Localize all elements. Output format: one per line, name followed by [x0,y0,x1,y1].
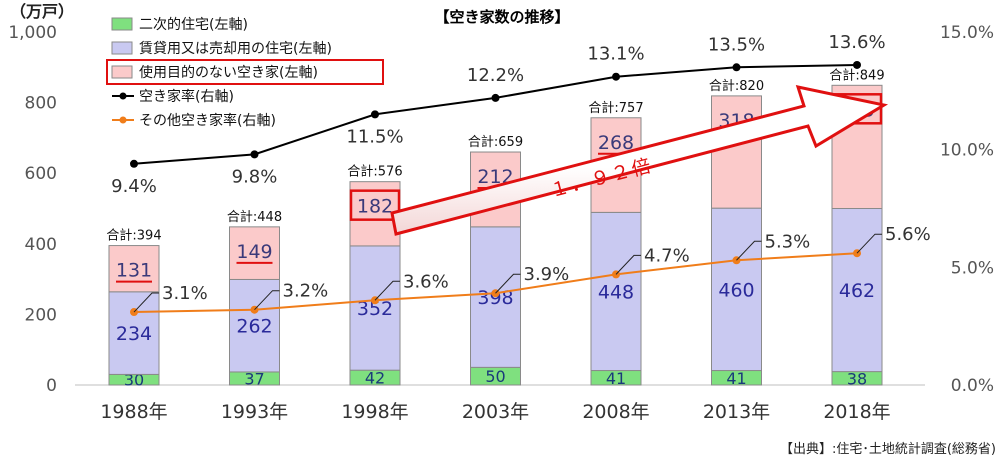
bar-value-label: 30 [124,371,144,390]
x-tick-label: 2008年 [582,401,649,423]
bar-segment [108,291,160,375]
x-tick-label: 2018年 [823,401,890,423]
legend-marker [119,92,127,100]
legend-highlight-box [106,59,384,85]
bar-value-label: 462 [839,280,875,302]
bar-value-label: 38 [847,369,867,388]
bar-total-label: 合計:820 [709,78,764,94]
x-tick-label: 1993年 [221,401,288,423]
bar-total-label: 合計:757 [588,100,643,116]
lines: 9.4% 9.8% 11.5% 12.2% 13.1% 13.5% 13.6% 3.1% 3.2… [111,32,931,317]
y-axis-ticks: 0 200 400 600 800 1,000 [8,23,57,396]
rate-label: 12.2% [467,65,524,86]
y2-tick-label: 0.0% [951,376,994,396]
bar-value-label: 41 [726,369,746,388]
x-tick-label: 2013年 [703,401,770,423]
series-marker [371,110,379,119]
bar-value-label: 37 [244,369,264,388]
rate-leader-line [495,273,521,294]
rate-label: 13.1% [587,44,644,65]
rate-leader-line [736,240,762,261]
rate-label: 4.7% [644,245,690,266]
y-tick-label: 200 [25,305,57,325]
y-tick-label: 600 [25,164,57,184]
legend-label: 使用目的のない空き家(左軸) [139,64,318,81]
bar-value-label: 131 [116,260,152,282]
bar-total-label: 合計:394 [106,228,161,244]
bar-value-label: 448 [598,281,634,303]
rate-label: 11.5% [346,126,403,147]
bar-segment [229,226,280,280]
bar-segment [590,211,642,372]
rate-label: 13.6% [828,32,885,53]
x-tick-label: 1988年 [100,401,167,423]
legend-swatch [111,41,133,55]
bar-value-label: 41 [606,369,626,388]
rate-leader-line [133,292,159,313]
x-tick-label: 2003年 [462,401,529,423]
legend-label: 二次的住宅(左軸) [139,17,248,33]
rate-label: 3.1% [162,283,208,304]
source-note: 【出典】:住宅･土地統計調査(総務省) [780,441,996,457]
bar-value-label: 182 [357,196,393,218]
bar-total-label: 合計:448 [227,209,282,225]
legend-label: その他空き家率(右軸) [139,112,276,129]
chart-title: 【空き家数の推移】 [434,8,569,26]
bar-value-label: 460 [718,279,754,301]
y2-tick-label: 15.0% [940,23,994,43]
bar-segment [108,245,160,293]
x-axis-ticks: 1988年 1993年 1998年 2003年 2008年 2013年 2018年 [100,401,890,423]
bar-value-label: 234 [116,323,152,345]
y-tick-label: 0 [46,376,57,396]
growth-arrow-shape [390,85,889,236]
legend-swatch [111,17,133,31]
y2-axis-ticks: 0.0% 5.0% 10.0% 15.0% [940,23,994,396]
bar-total-label: 合計:849 [829,67,884,83]
y-tick-label: 800 [25,94,57,114]
y-axis-unit: （万戸） [10,2,74,21]
bar-segment [711,95,762,209]
series-marker [250,150,259,159]
series-marker [130,159,138,168]
rate-leader-line [856,233,882,254]
bar-value-label: 352 [357,298,393,320]
rate-label: 3.6% [403,271,449,292]
legend-label: 賃貸用又は売却用の住宅(左軸) [139,41,332,57]
rate-label: 9.4% [111,176,157,197]
y-tick-label: 1,000 [8,23,57,43]
legend: 二次的住宅(左軸) 賃貸用又は売却用の住宅(左軸) 使用目的のない空き家(左軸) 空き… [106,17,384,129]
highlight-box [349,189,401,221]
series-marker [491,93,500,102]
bar-segment [229,278,280,373]
legend-label: 空き家率(右軸) [139,88,234,105]
y-tick-label: 400 [25,235,57,255]
bar-value-label: 42 [365,369,385,388]
bar-total-label: 合計:576 [347,164,402,180]
y2-tick-label: 5.0% [951,258,994,278]
rate-label: 3.2% [283,281,329,302]
bar-value-label: 149 [236,241,272,263]
series-marker [612,72,620,81]
rate-leader-line [254,290,280,311]
series-marker [732,63,741,72]
x-tick-label: 1998年 [341,401,408,423]
legend-swatch [111,65,133,79]
bar-value-label: 262 [236,316,272,338]
rate-leader-line [374,280,400,301]
rate-label: 3.9% [524,264,570,285]
bar-total-label: 合計:659 [468,134,523,150]
bar-value-label: 268 [598,132,634,154]
rate-label: 5.3% [765,231,811,252]
bar-segment [711,207,762,372]
bar-value-label: 50 [485,367,505,386]
rate-label: 9.8% [232,166,278,187]
y2-tick-label: 10.0% [940,141,994,161]
rate-label: 5.6% [885,224,931,245]
series-marker [853,60,861,69]
rate-leader-line [615,254,641,275]
rate-label: 13.5% [708,34,765,55]
legend-marker [119,116,127,124]
